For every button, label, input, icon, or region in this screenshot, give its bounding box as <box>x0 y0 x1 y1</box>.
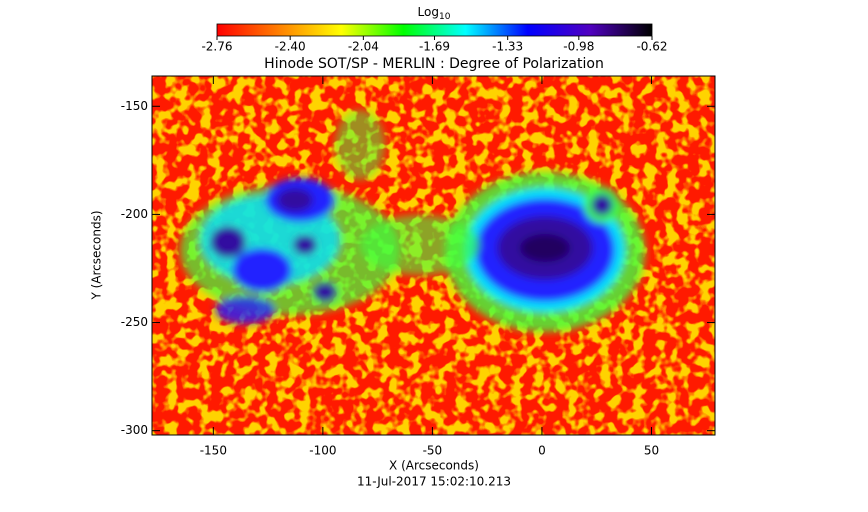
x-axis-label: X (Arcseconds) <box>389 459 479 473</box>
colorbar-tick-label: -1.69 <box>419 40 450 54</box>
colorbar-tick-label: -2.76 <box>201 40 232 54</box>
colorbar-tick-label: -0.62 <box>636 40 667 54</box>
x-tick-label: -150 <box>200 444 227 458</box>
colorbar-label: Log10 <box>418 5 451 22</box>
y-tick-label: -150 <box>121 99 148 113</box>
colorbar-tick-label: -2.40 <box>275 40 306 54</box>
x-tick-label: 0 <box>538 444 546 458</box>
y-tick-label: -250 <box>121 315 148 329</box>
y-tick-label: -300 <box>121 423 148 437</box>
colorbar-tick-label: -1.33 <box>492 40 523 54</box>
x-tick-label: -100 <box>309 444 336 458</box>
image <box>152 76 715 435</box>
x-tick-label: 50 <box>644 444 659 458</box>
colorbar-label-subscript: 10 <box>439 12 451 22</box>
timestamp: 11-Jul-2017 15:02:10.213 <box>357 475 511 489</box>
y-tick-label: -200 <box>121 207 148 221</box>
chart-title: Hinode SOT/SP - MERLIN : Degree of Polar… <box>264 56 604 72</box>
colorbar-label-text: Log <box>418 5 439 19</box>
plot-frame <box>151 75 716 436</box>
colorbar-tick-label: -2.04 <box>348 40 379 54</box>
colorbar-tick-label: -0.98 <box>563 40 594 54</box>
x-tick-label: -50 <box>423 444 443 458</box>
y-axis-label: Y (Arcseconds) <box>90 210 104 300</box>
colorbar <box>216 23 653 37</box>
polarization-regions <box>180 110 645 332</box>
